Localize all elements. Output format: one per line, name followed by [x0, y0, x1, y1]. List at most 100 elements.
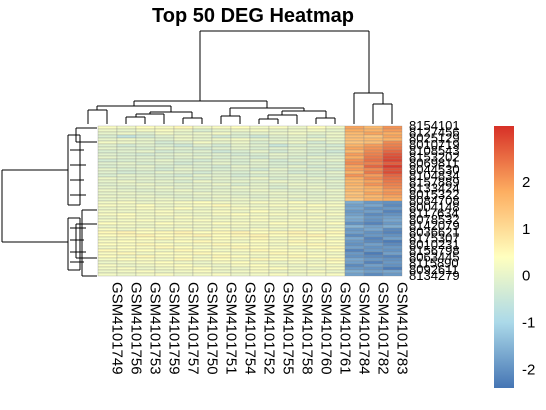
- heatmap-cell: [363, 152, 384, 157]
- heatmap-cell: [230, 248, 251, 253]
- heatmap-cell: [382, 257, 403, 262]
- row-label: 8036621: [409, 224, 460, 239]
- heatmap-cell: [173, 161, 194, 166]
- heatmap-cell: [154, 176, 175, 181]
- column-label: GSM4101754: [242, 282, 259, 375]
- heatmap-cell: [306, 143, 327, 148]
- heatmap-cell: [230, 146, 251, 151]
- heatmap-cell: [268, 191, 289, 196]
- heatmap-cell: [116, 173, 137, 178]
- heatmap-cell: [249, 257, 270, 262]
- heatmap-cell: [116, 176, 137, 181]
- heatmap-cell: [268, 188, 289, 193]
- heatmap-cell: [135, 167, 156, 172]
- heatmap-cell: [173, 188, 194, 193]
- heatmap-cell: [173, 176, 194, 181]
- heatmap-cell: [230, 173, 251, 178]
- heatmap-cell: [173, 221, 194, 226]
- heatmap-cell: [344, 242, 365, 247]
- heatmap-cell: [268, 218, 289, 223]
- heatmap-cell: [154, 239, 175, 244]
- heatmap-cell: [116, 200, 137, 205]
- heatmap-cell: [211, 149, 232, 154]
- heatmap-cell: [154, 263, 175, 268]
- heatmap-cell: [173, 242, 194, 247]
- heatmap-cell: [154, 134, 175, 139]
- heatmap-cell: [116, 263, 137, 268]
- heatmap-cell: [116, 191, 137, 196]
- heatmap-cell: [268, 206, 289, 211]
- heatmap-cell: [211, 188, 232, 193]
- heatmap-cell: [287, 236, 308, 241]
- heatmap-cell: [268, 212, 289, 217]
- heatmap-cell: [211, 239, 232, 244]
- heatmap-cell: [173, 272, 194, 277]
- heatmap-cell: [325, 218, 346, 223]
- heatmap-cell: [97, 242, 118, 247]
- heatmap-cell: [116, 131, 137, 136]
- heatmap-cell: [135, 137, 156, 142]
- heatmap-cell: [116, 221, 137, 226]
- heatmap-cell: [173, 164, 194, 169]
- column-label: GSM4101750: [204, 282, 221, 375]
- heatmap-cell: [249, 137, 270, 142]
- heatmap-cell: [116, 245, 137, 250]
- heatmap-cell: [344, 251, 365, 256]
- heatmap-cell: [268, 128, 289, 133]
- heatmap-cell: [325, 185, 346, 190]
- heatmap-cell: [344, 128, 365, 133]
- column-label: GSM4101749: [109, 282, 126, 375]
- heatmap-cell: [154, 269, 175, 274]
- heatmap-cell: [306, 203, 327, 208]
- heatmap-cell: [192, 272, 213, 277]
- heatmap-cell: [344, 272, 365, 277]
- heatmap-cell: [97, 263, 118, 268]
- heatmap-cell: [135, 155, 156, 160]
- heatmap-cell: [306, 125, 327, 130]
- heatmap-cell: [268, 164, 289, 169]
- heatmap-cell: [154, 167, 175, 172]
- heatmap-cell: [173, 131, 194, 136]
- heatmap-cell: [382, 263, 403, 268]
- heatmap-cell: [325, 167, 346, 172]
- heatmap-cell: [382, 155, 403, 160]
- heatmap-cell: [135, 146, 156, 151]
- heatmap-cell: [344, 209, 365, 214]
- heatmap-cell: [230, 257, 251, 262]
- heatmap-cell: [173, 215, 194, 220]
- heatmap-cell: [249, 248, 270, 253]
- heatmap-cell: [211, 185, 232, 190]
- heatmap-cell: [249, 212, 270, 217]
- heatmap-cell: [154, 221, 175, 226]
- heatmap-cell: [154, 137, 175, 142]
- heatmap-cell: [173, 170, 194, 175]
- heatmap-cell: [135, 269, 156, 274]
- heatmap-cell: [135, 128, 156, 133]
- heatmap-cell: [325, 146, 346, 151]
- heatmap-cell: [154, 164, 175, 169]
- heatmap-cell: [135, 194, 156, 199]
- heatmap-cell: [230, 230, 251, 235]
- heatmap-cell: [306, 245, 327, 250]
- heatmap-cell: [382, 179, 403, 184]
- heatmap-cell: [268, 203, 289, 208]
- heatmap-cell: [192, 173, 213, 178]
- heatmap-cell: [97, 224, 118, 229]
- heatmap-cell: [306, 128, 327, 133]
- heatmap-cell: [154, 140, 175, 145]
- heatmap-cell: [268, 269, 289, 274]
- heatmap-cell: [135, 206, 156, 211]
- heatmap-cell: [173, 128, 194, 133]
- heatmap-cell: [249, 152, 270, 157]
- heatmap-cell: [344, 206, 365, 211]
- heatmap-cell: [325, 215, 346, 220]
- heatmap-cell: [211, 206, 232, 211]
- heatmap-cell: [268, 131, 289, 136]
- heatmap-cell: [116, 155, 137, 160]
- heatmap-cell: [173, 212, 194, 217]
- heatmap-cell: [116, 185, 137, 190]
- heatmap-cell: [173, 203, 194, 208]
- heatmap-cell: [268, 140, 289, 145]
- heatmap-cell: [325, 188, 346, 193]
